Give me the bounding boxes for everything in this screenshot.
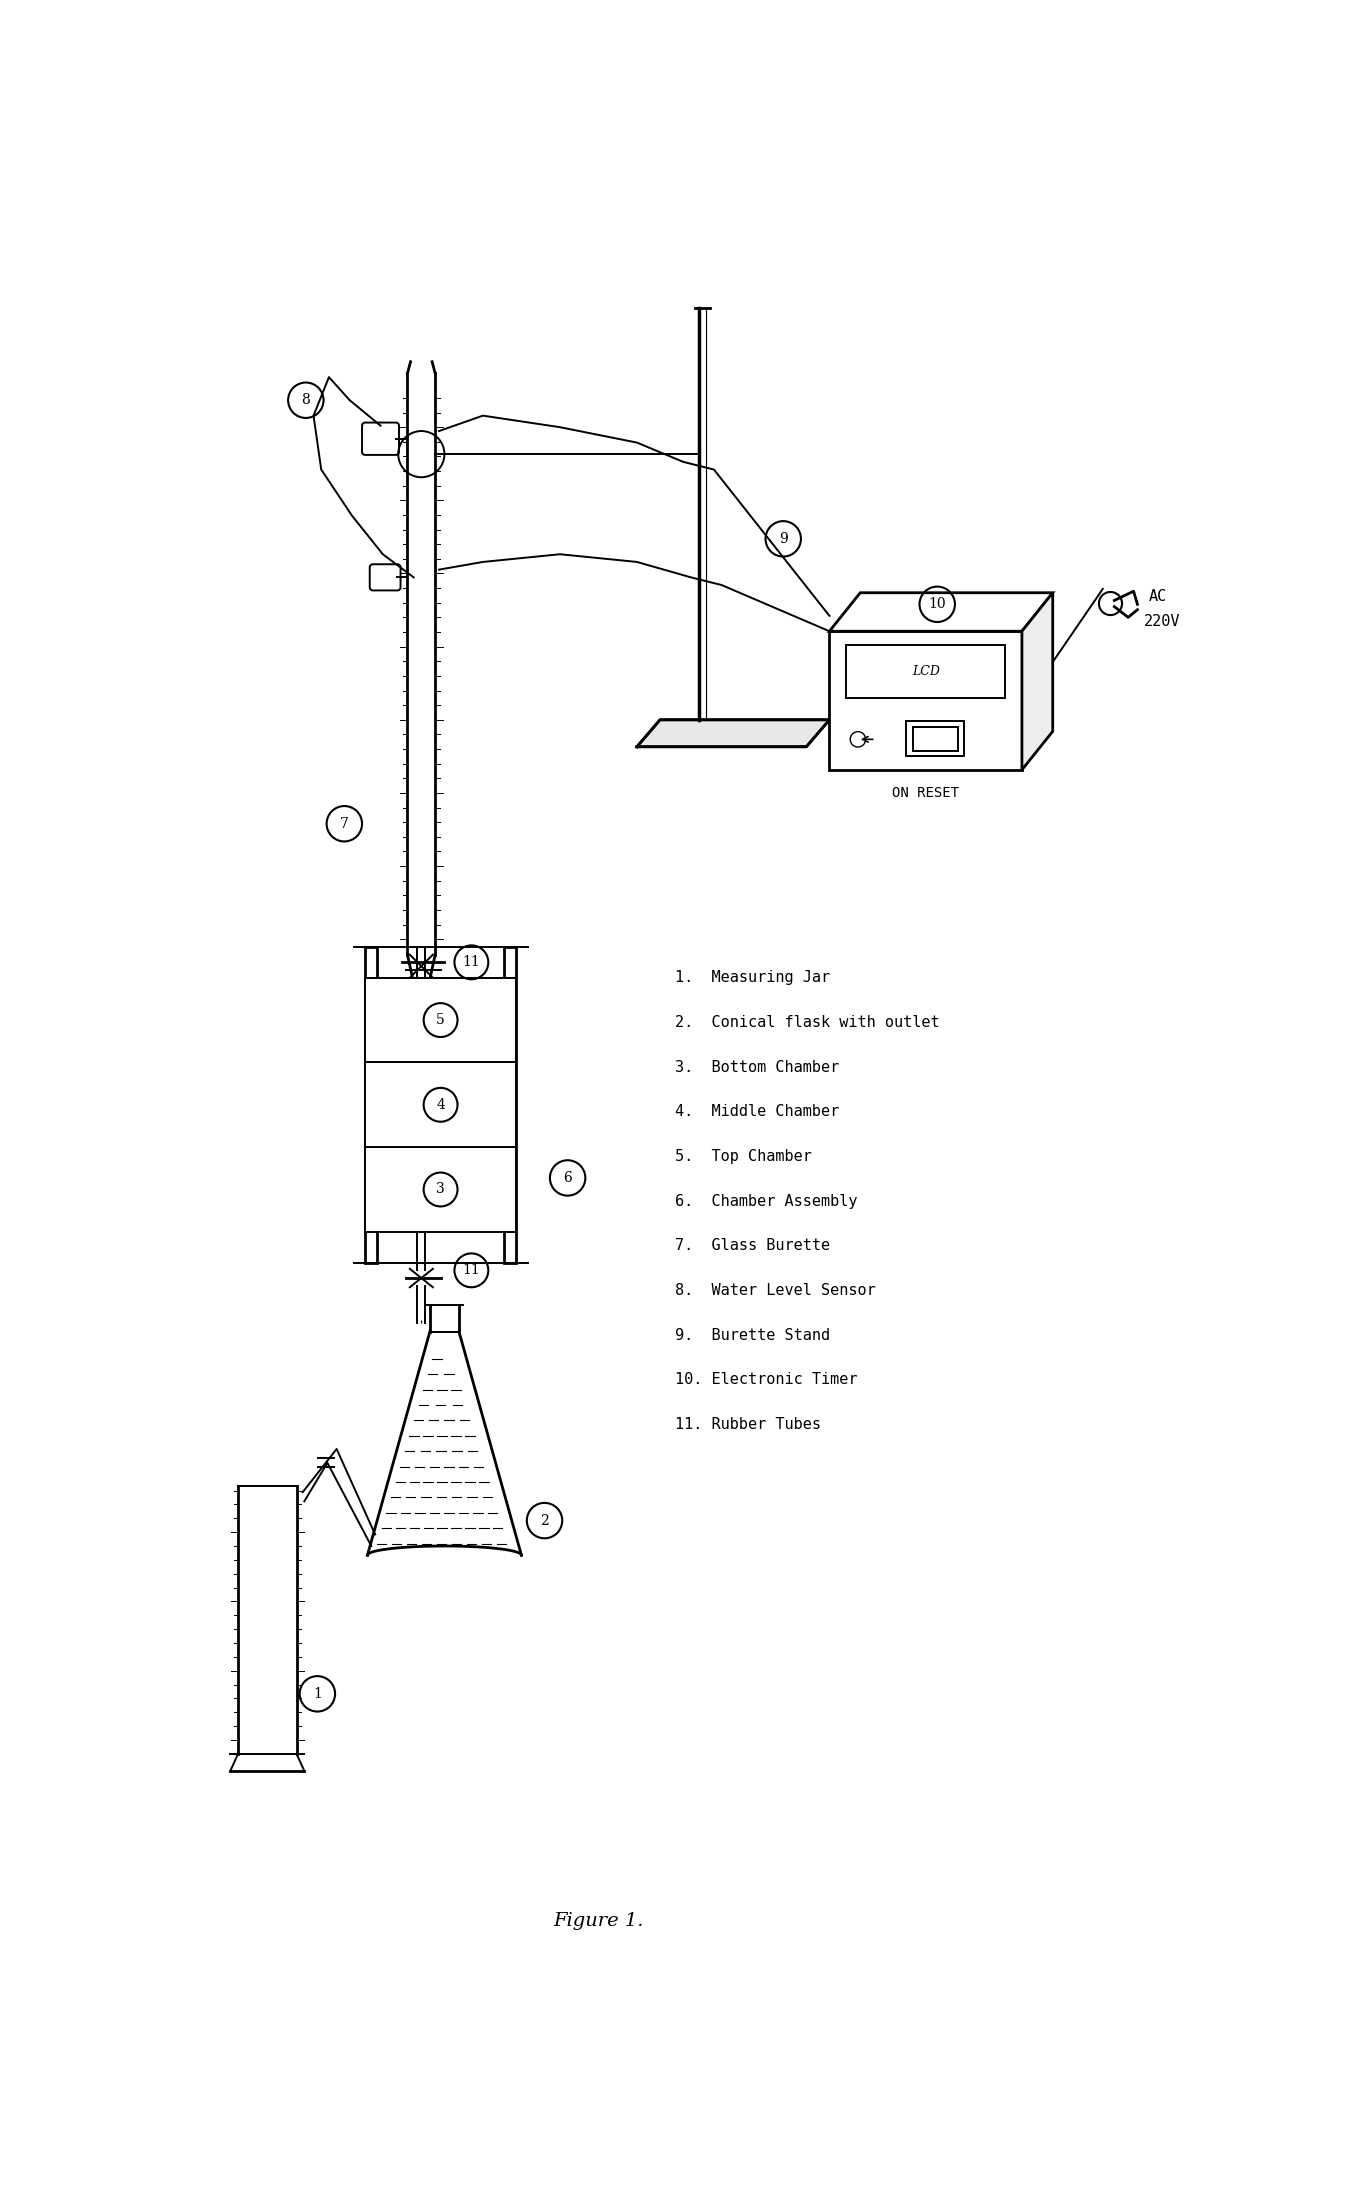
Text: 10: 10 [929,598,947,611]
Text: 220V: 220V [1144,615,1180,629]
Polygon shape [1022,593,1052,770]
Text: 9.  Burette Stand: 9. Burette Stand [675,1328,830,1343]
Text: 5: 5 [436,1013,445,1028]
Text: 4.  Middle Chamber: 4. Middle Chamber [675,1105,840,1118]
Polygon shape [830,593,1052,631]
Text: 6: 6 [564,1171,572,1185]
Text: 3.  Bottom Chamber: 3. Bottom Chamber [675,1059,840,1074]
Bar [365,1147,516,1231]
Bar [907,721,965,757]
Text: LCD: LCD [912,664,940,677]
Text: 10. Electronic Timer: 10. Electronic Timer [675,1372,858,1388]
Bar [365,946,377,1262]
Text: 7.  Glass Burette: 7. Glass Burette [675,1238,830,1253]
Text: 3: 3 [436,1182,445,1196]
Text: ON RESET: ON RESET [892,785,959,801]
Text: 2: 2 [541,1513,549,1527]
Bar [365,977,516,1063]
Text: 5.  Top Chamber: 5. Top Chamber [675,1149,812,1165]
Text: 1.  Measuring Jar: 1. Measuring Jar [675,971,830,986]
Text: 6.  Chamber Assembly: 6. Chamber Assembly [675,1193,858,1209]
Text: 2.  Conical flask with outlet: 2. Conical flask with outlet [675,1015,940,1030]
Text: 8: 8 [302,393,310,408]
Text: 9: 9 [779,532,788,545]
Bar [912,726,958,750]
Text: Figure 1.: Figure 1. [553,1913,643,1930]
Polygon shape [637,719,830,748]
Bar [365,1063,516,1147]
Bar [830,631,1022,770]
Text: 11. Rubber Tubes: 11. Rubber Tubes [675,1416,822,1432]
Text: 7: 7 [340,816,348,832]
Bar [847,644,1006,697]
Text: 8.  Water Level Sensor: 8. Water Level Sensor [675,1284,877,1297]
Text: 1: 1 [313,1688,322,1701]
Text: 11: 11 [462,1264,480,1277]
Text: 11: 11 [462,955,480,968]
Text: 4: 4 [436,1099,445,1112]
Text: AC: AC [1148,589,1168,604]
Bar [504,946,516,1262]
